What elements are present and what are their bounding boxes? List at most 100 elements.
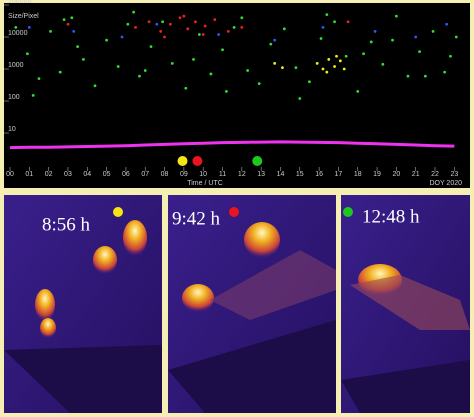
x-tick-label: 14 <box>277 171 285 178</box>
point <box>257 82 261 85</box>
point <box>431 29 435 33</box>
point <box>197 33 201 36</box>
point <box>327 57 331 61</box>
point <box>381 62 385 66</box>
x-tick-label: 05 <box>103 171 111 178</box>
point <box>221 48 224 52</box>
x-tick-label: 06 <box>122 171 130 178</box>
x-tick-label: 01 <box>25 171 33 178</box>
x-tick-label: 22 <box>431 171 439 178</box>
point <box>344 54 348 58</box>
peak <box>244 222 280 258</box>
point <box>178 16 182 20</box>
point <box>201 33 205 36</box>
note: DOY 2020 <box>429 180 462 187</box>
point <box>203 24 207 28</box>
point <box>319 37 323 40</box>
point <box>454 35 458 39</box>
point <box>126 22 130 26</box>
point <box>273 61 277 65</box>
x-axis-label: Time / UTC <box>187 180 223 187</box>
x-tick-label: 11 <box>219 171 226 178</box>
point <box>194 20 197 24</box>
series-line <box>9 140 455 150</box>
point <box>170 61 174 65</box>
y-tick-label: 10 <box>8 126 16 133</box>
point <box>224 89 228 93</box>
point <box>163 35 166 39</box>
point <box>58 70 62 74</box>
x-tick-label: 02 <box>45 171 53 178</box>
point <box>155 22 159 26</box>
point <box>273 38 277 42</box>
panel-label: 12:48 h <box>362 206 420 227</box>
point <box>184 86 188 90</box>
point <box>161 20 165 24</box>
x-tick-label: 16 <box>315 171 323 178</box>
point <box>116 65 120 68</box>
floor <box>4 345 162 413</box>
panel-2: 9:42 h <box>168 195 336 413</box>
point <box>70 16 74 20</box>
y-tick-label: 100000 <box>8 0 31 5</box>
point <box>62 18 66 21</box>
point <box>226 29 230 33</box>
point <box>346 20 350 24</box>
x-tick-label: 21 <box>412 171 420 178</box>
point <box>246 69 250 72</box>
peak <box>123 220 147 256</box>
peak <box>182 284 214 312</box>
point <box>321 25 325 29</box>
point <box>82 57 85 61</box>
point <box>418 50 421 53</box>
point <box>186 27 190 31</box>
point <box>93 84 97 88</box>
point <box>321 67 325 71</box>
x-tick-label: 00 <box>6 171 14 178</box>
point <box>37 77 41 81</box>
point <box>423 74 427 78</box>
point <box>217 33 221 36</box>
point <box>134 25 137 29</box>
point <box>362 52 365 56</box>
point <box>143 69 147 72</box>
point <box>182 14 186 18</box>
point <box>294 66 298 70</box>
point <box>308 80 311 84</box>
point <box>325 13 329 17</box>
point <box>76 45 80 49</box>
x-tick-label: 12 <box>238 171 246 178</box>
x-tick-label: 03 <box>64 171 72 178</box>
point <box>120 35 124 39</box>
point <box>394 14 398 18</box>
point <box>333 20 336 24</box>
floor <box>341 360 470 413</box>
point <box>240 16 244 20</box>
point <box>298 97 302 100</box>
point <box>406 74 410 78</box>
x-tick-label: 10 <box>199 171 207 178</box>
point <box>132 10 136 14</box>
point <box>445 22 449 26</box>
x-tick-label: 23 <box>450 171 458 178</box>
x-tick-label: 09 <box>180 171 188 178</box>
event-marker <box>252 156 263 166</box>
panel-3: 12:48 h <box>341 195 470 413</box>
peak <box>35 289 55 321</box>
point <box>333 65 336 68</box>
point <box>325 70 329 74</box>
x-tick-label: 18 <box>354 171 362 178</box>
point <box>25 52 29 56</box>
panel-1: 8:56 h <box>4 195 162 413</box>
y-tick-label: 100 <box>8 94 20 101</box>
point <box>49 29 52 33</box>
x-tick-label: 08 <box>161 171 169 178</box>
point <box>209 72 213 76</box>
point <box>342 67 346 71</box>
peak <box>40 318 56 338</box>
peak <box>93 246 117 274</box>
y-axis-label: Size/Pixel <box>8 13 39 20</box>
point <box>315 61 319 65</box>
point <box>232 25 236 29</box>
